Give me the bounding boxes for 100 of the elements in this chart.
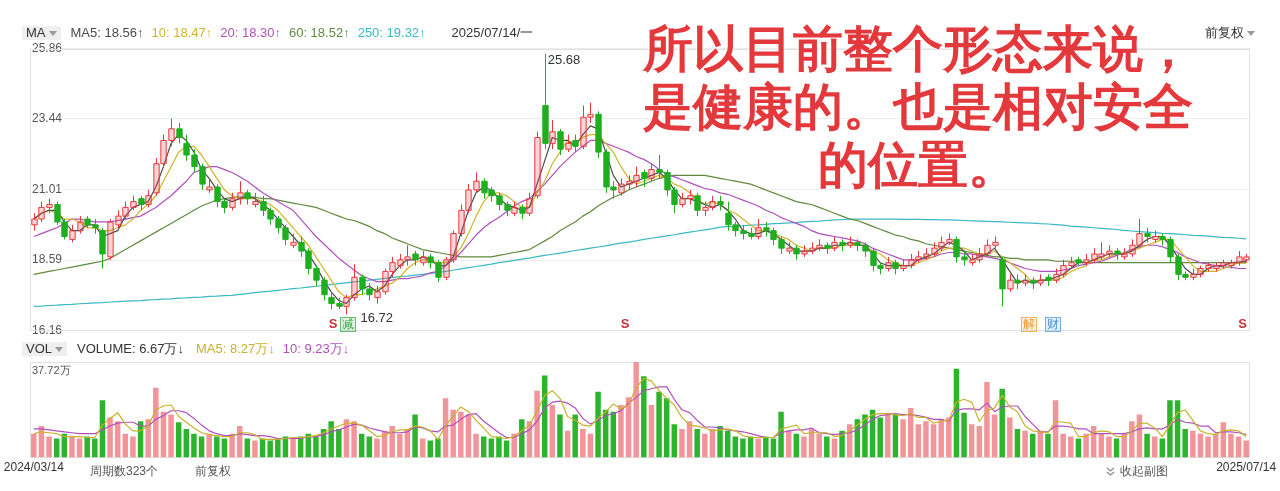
bar bbox=[107, 417, 113, 458]
bar bbox=[923, 421, 929, 458]
bar bbox=[900, 419, 906, 458]
bar bbox=[1045, 433, 1051, 458]
candlestick bbox=[679, 192, 686, 208]
legend-title: VOL bbox=[26, 341, 53, 356]
bar bbox=[53, 438, 60, 458]
candlestick bbox=[824, 241, 831, 255]
candlestick bbox=[38, 201, 45, 223]
candlestick bbox=[115, 209, 122, 229]
bar bbox=[168, 414, 174, 458]
candlestick bbox=[831, 236, 838, 252]
bar bbox=[618, 405, 624, 458]
bar bbox=[694, 428, 700, 458]
candlestick bbox=[1129, 238, 1136, 258]
bar bbox=[1243, 440, 1249, 458]
candlestick bbox=[138, 195, 145, 211]
bar bbox=[656, 391, 662, 458]
candlestick bbox=[633, 166, 640, 188]
bar bbox=[1075, 438, 1082, 458]
bar bbox=[519, 419, 525, 458]
candlestick bbox=[1091, 247, 1098, 264]
bar bbox=[389, 426, 395, 458]
candlestick bbox=[580, 105, 587, 150]
candlestick bbox=[1053, 268, 1060, 284]
candlestick bbox=[1243, 253, 1250, 264]
candlestick bbox=[999, 256, 1006, 307]
candlestick bbox=[145, 189, 152, 208]
bar bbox=[862, 414, 868, 458]
text: MA5: 8.27万↓ bbox=[195, 341, 275, 356]
candlestick bbox=[1190, 268, 1197, 281]
candlestick bbox=[641, 169, 648, 188]
candlestick bbox=[908, 253, 915, 270]
bar bbox=[877, 417, 883, 458]
annotation: S bbox=[620, 316, 630, 331]
bar bbox=[938, 419, 944, 458]
bar bbox=[816, 433, 822, 458]
bar bbox=[427, 440, 434, 458]
candlestick bbox=[511, 201, 518, 217]
bar bbox=[1129, 421, 1135, 458]
candlestick bbox=[1144, 227, 1151, 243]
bar bbox=[633, 362, 639, 458]
bar bbox=[885, 412, 891, 458]
candlestick bbox=[526, 192, 533, 217]
candlestick bbox=[397, 253, 404, 270]
text: 10: 18.47↑ bbox=[151, 25, 213, 40]
text: VOLUME: 6.67万↓ bbox=[77, 341, 184, 356]
candlestick bbox=[1022, 273, 1029, 287]
bar bbox=[374, 438, 380, 458]
bar bbox=[69, 436, 75, 458]
candlestick bbox=[412, 250, 419, 267]
bar bbox=[1182, 428, 1188, 458]
bar bbox=[824, 436, 830, 458]
annotation: 所以目前整个形态来说，是健康的。也是相对安全的位置。 bbox=[641, 20, 1194, 194]
bar bbox=[206, 433, 212, 458]
y-tick-label: 21.01 bbox=[32, 181, 63, 196]
bar bbox=[641, 376, 647, 458]
bar bbox=[557, 414, 563, 458]
bar bbox=[679, 428, 685, 458]
bar bbox=[717, 426, 723, 458]
candlestick bbox=[534, 131, 541, 200]
bar bbox=[435, 438, 441, 458]
candlestick bbox=[122, 201, 129, 220]
candlestick bbox=[969, 253, 976, 267]
bar bbox=[831, 438, 838, 458]
candlestick bbox=[1106, 244, 1113, 258]
candlestick bbox=[465, 183, 472, 214]
candlestick bbox=[237, 180, 244, 205]
candlestick bbox=[549, 119, 556, 150]
bar bbox=[755, 438, 761, 458]
bar bbox=[1113, 438, 1120, 458]
candlestick bbox=[1213, 262, 1220, 272]
bar bbox=[336, 428, 342, 458]
annotation: 16.72 bbox=[360, 309, 393, 325]
candlestick bbox=[404, 244, 411, 267]
candlestick bbox=[900, 259, 907, 272]
candlestick bbox=[1205, 262, 1212, 272]
candlestick bbox=[1045, 273, 1052, 287]
candlestick bbox=[786, 241, 793, 255]
bar bbox=[984, 382, 990, 458]
bar bbox=[1060, 433, 1066, 458]
candlestick bbox=[702, 201, 709, 217]
candlestick bbox=[1068, 256, 1075, 270]
candlestick bbox=[565, 134, 572, 153]
bar bbox=[961, 412, 967, 458]
candlestick bbox=[458, 203, 465, 238]
candlestick bbox=[168, 118, 175, 147]
candlestick bbox=[572, 134, 579, 153]
candlestick bbox=[46, 198, 53, 214]
candlestick bbox=[648, 163, 655, 182]
candlestick bbox=[976, 247, 983, 264]
bar bbox=[503, 440, 510, 458]
candlestick bbox=[1098, 241, 1105, 261]
bar bbox=[252, 440, 258, 458]
candlestick bbox=[77, 215, 84, 235]
y-tick-label: 23.44 bbox=[32, 111, 63, 126]
candlestick bbox=[915, 250, 922, 264]
bar bbox=[976, 426, 983, 458]
candlestick bbox=[709, 195, 716, 211]
bar bbox=[1083, 433, 1089, 458]
